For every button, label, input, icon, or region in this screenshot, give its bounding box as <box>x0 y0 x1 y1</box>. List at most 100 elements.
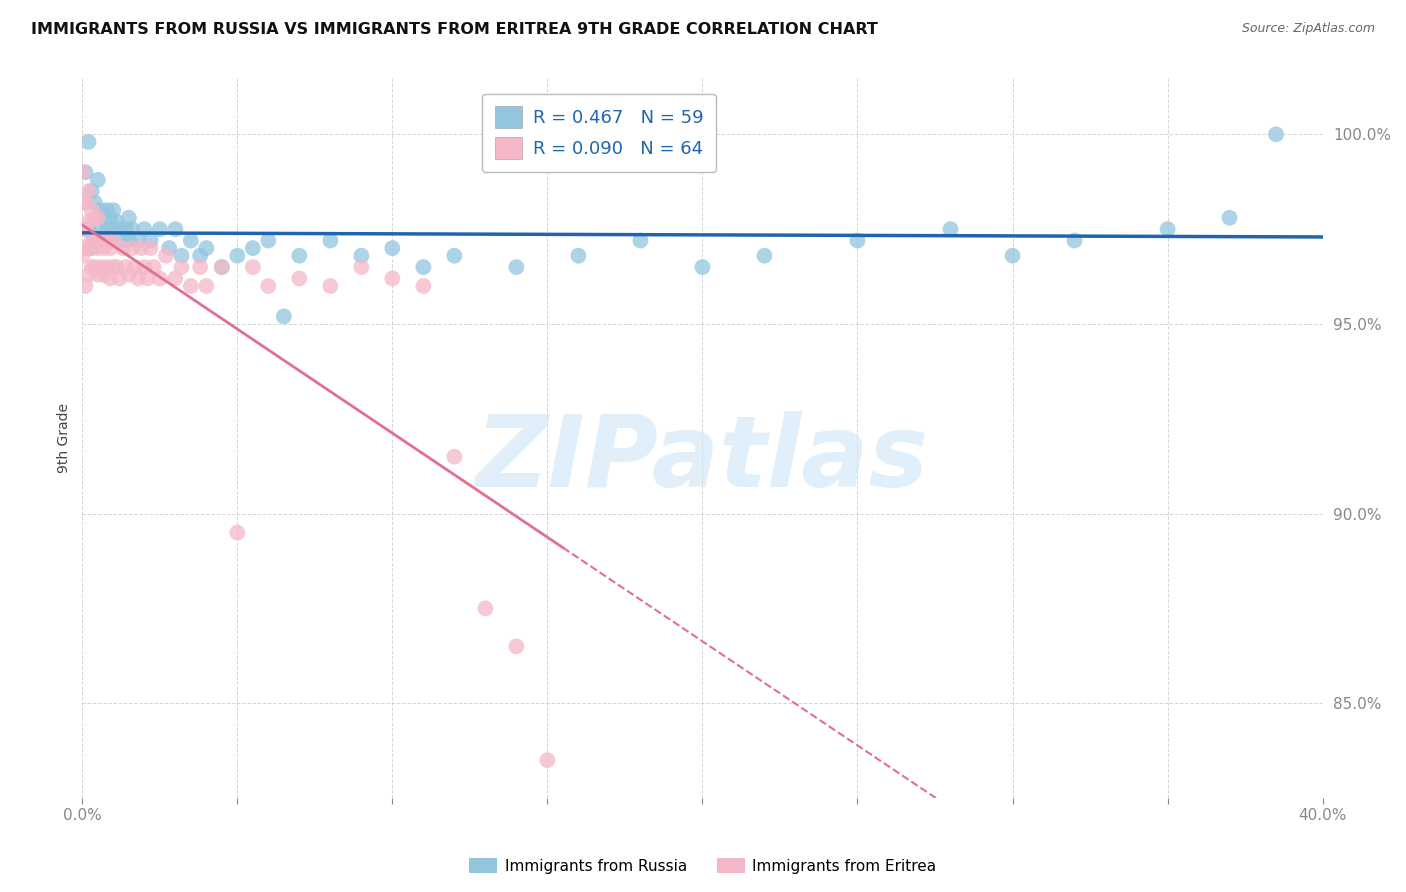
Point <box>242 241 264 255</box>
Point <box>118 268 141 282</box>
Point <box>83 234 105 248</box>
Point <box>474 601 496 615</box>
Point <box>381 241 404 255</box>
Point <box>165 222 187 236</box>
Point <box>72 222 94 236</box>
Point <box>139 241 162 255</box>
Point <box>114 260 136 274</box>
Point <box>127 271 149 285</box>
Point <box>77 241 100 255</box>
Point <box>108 271 131 285</box>
Point <box>77 184 100 198</box>
Point <box>350 260 373 274</box>
Text: ZIPatlas: ZIPatlas <box>475 411 929 508</box>
Point <box>87 241 110 255</box>
Point <box>90 260 112 274</box>
Point <box>754 249 776 263</box>
Point <box>142 260 165 274</box>
Point <box>93 211 115 225</box>
Legend: R = 0.467   N = 59, R = 0.090   N = 64: R = 0.467 N = 59, R = 0.090 N = 64 <box>482 94 716 172</box>
Point <box>103 234 125 248</box>
Point <box>170 260 193 274</box>
Point <box>319 279 342 293</box>
Point <box>87 173 110 187</box>
Point <box>1156 222 1178 236</box>
Point <box>90 234 112 248</box>
Point <box>443 450 465 464</box>
Point <box>83 195 105 210</box>
Point <box>80 184 103 198</box>
Point <box>319 234 342 248</box>
Point <box>149 222 172 236</box>
Point <box>93 229 115 244</box>
Point <box>83 229 105 244</box>
Point <box>188 260 211 274</box>
Point <box>139 234 162 248</box>
Point <box>83 260 105 274</box>
Point <box>105 260 128 274</box>
Point <box>242 260 264 274</box>
Point <box>195 279 218 293</box>
Point <box>1063 234 1085 248</box>
Point <box>75 165 97 179</box>
Point <box>129 241 152 255</box>
Point <box>257 234 280 248</box>
Point <box>180 234 202 248</box>
Point <box>628 234 651 248</box>
Point <box>98 234 121 248</box>
Y-axis label: 9th Grade: 9th Grade <box>58 403 72 473</box>
Point <box>108 222 131 236</box>
Point <box>692 260 714 274</box>
Point <box>536 753 558 767</box>
Point <box>96 260 118 274</box>
Point <box>134 222 156 236</box>
Point <box>567 249 589 263</box>
Point <box>505 640 527 654</box>
Point <box>72 195 94 210</box>
Point <box>96 222 118 236</box>
Point <box>87 211 110 225</box>
Point <box>288 249 311 263</box>
Point <box>121 241 143 255</box>
Point <box>846 234 869 248</box>
Point <box>939 222 962 236</box>
Point <box>75 279 97 293</box>
Point <box>90 203 112 218</box>
Point <box>188 249 211 263</box>
Point <box>118 211 141 225</box>
Point <box>103 222 125 236</box>
Text: IMMIGRANTS FROM RUSSIA VS IMMIGRANTS FROM ERITREA 9TH GRADE CORRELATION CHART: IMMIGRANTS FROM RUSSIA VS IMMIGRANTS FRO… <box>31 22 877 37</box>
Point <box>103 260 125 274</box>
Point <box>412 260 434 274</box>
Point <box>195 241 218 255</box>
Point <box>226 249 249 263</box>
Point <box>77 214 100 228</box>
Point <box>96 203 118 218</box>
Point <box>1001 249 1024 263</box>
Point <box>93 241 115 255</box>
Point <box>77 222 100 236</box>
Point <box>75 241 97 255</box>
Point <box>211 260 233 274</box>
Point <box>273 310 295 324</box>
Point <box>505 260 527 274</box>
Point <box>77 135 100 149</box>
Point <box>93 268 115 282</box>
Point <box>149 271 172 285</box>
Point <box>180 279 202 293</box>
Point <box>75 222 97 236</box>
Point <box>211 260 233 274</box>
Point <box>77 268 100 282</box>
Point <box>412 279 434 293</box>
Point <box>80 260 103 274</box>
Point <box>157 241 180 255</box>
Point <box>134 260 156 274</box>
Point <box>226 525 249 540</box>
Point <box>87 268 110 282</box>
Point <box>80 234 103 248</box>
Point <box>121 222 143 236</box>
Point <box>350 249 373 263</box>
Point <box>72 249 94 263</box>
Point <box>165 271 187 285</box>
Point <box>75 195 97 210</box>
